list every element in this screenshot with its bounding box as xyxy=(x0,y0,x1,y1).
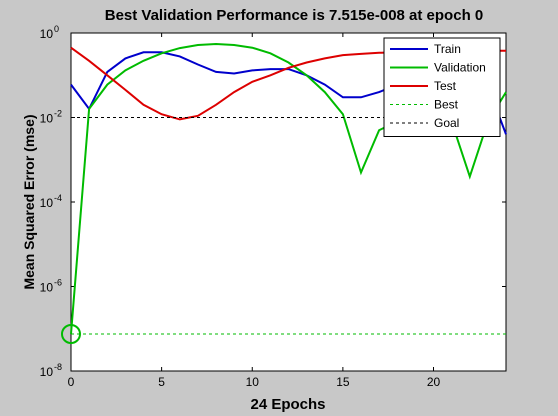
legend-label-test: Test xyxy=(434,79,457,93)
x-tick-label: 0 xyxy=(68,375,75,389)
x-tick-label: 15 xyxy=(336,375,350,389)
x-tick-label: 10 xyxy=(246,375,260,389)
chart-title: Best Validation Performance is 7.515e-00… xyxy=(105,7,484,24)
legend-label-validation: Validation xyxy=(434,61,486,75)
best-marker-group xyxy=(61,323,81,344)
y-tick-base: 10 xyxy=(40,281,54,295)
y-tick-exponent: -4 xyxy=(54,193,62,203)
y-tick-base: 10 xyxy=(40,196,54,210)
y-tick-exponent: 0 xyxy=(54,24,59,34)
y-tick-label: 10 xyxy=(40,112,54,126)
y-axis-label: Mean Squared Error (mse) xyxy=(21,114,37,289)
legend-label-train: Train xyxy=(434,42,461,56)
y-tick-base: 10 xyxy=(40,27,54,41)
y-tick-label: 10 xyxy=(40,365,54,379)
legend-box xyxy=(383,37,501,137)
legend-label-best: Best xyxy=(434,98,459,112)
y-tick-label: 10 xyxy=(40,196,54,210)
y-tick-base: 10 xyxy=(40,112,54,126)
best-point-marker xyxy=(61,323,81,344)
x-tick-label: 20 xyxy=(427,375,441,389)
legend-label-goal: Goal xyxy=(434,116,459,130)
y-tick-label: 10 xyxy=(40,281,54,295)
legend: Train Validation Test Best Goal xyxy=(383,37,501,137)
y-tick-base: 10 xyxy=(40,365,54,379)
x-axis-label: 24 Epochs xyxy=(250,396,325,413)
x-tick-label: 5 xyxy=(158,375,165,389)
y-tick-exponent: -6 xyxy=(54,278,62,288)
y-tick-label: 10 xyxy=(40,27,54,41)
y-tick-exponent: -8 xyxy=(54,362,62,372)
y-tick-exponent: -2 xyxy=(54,109,62,119)
